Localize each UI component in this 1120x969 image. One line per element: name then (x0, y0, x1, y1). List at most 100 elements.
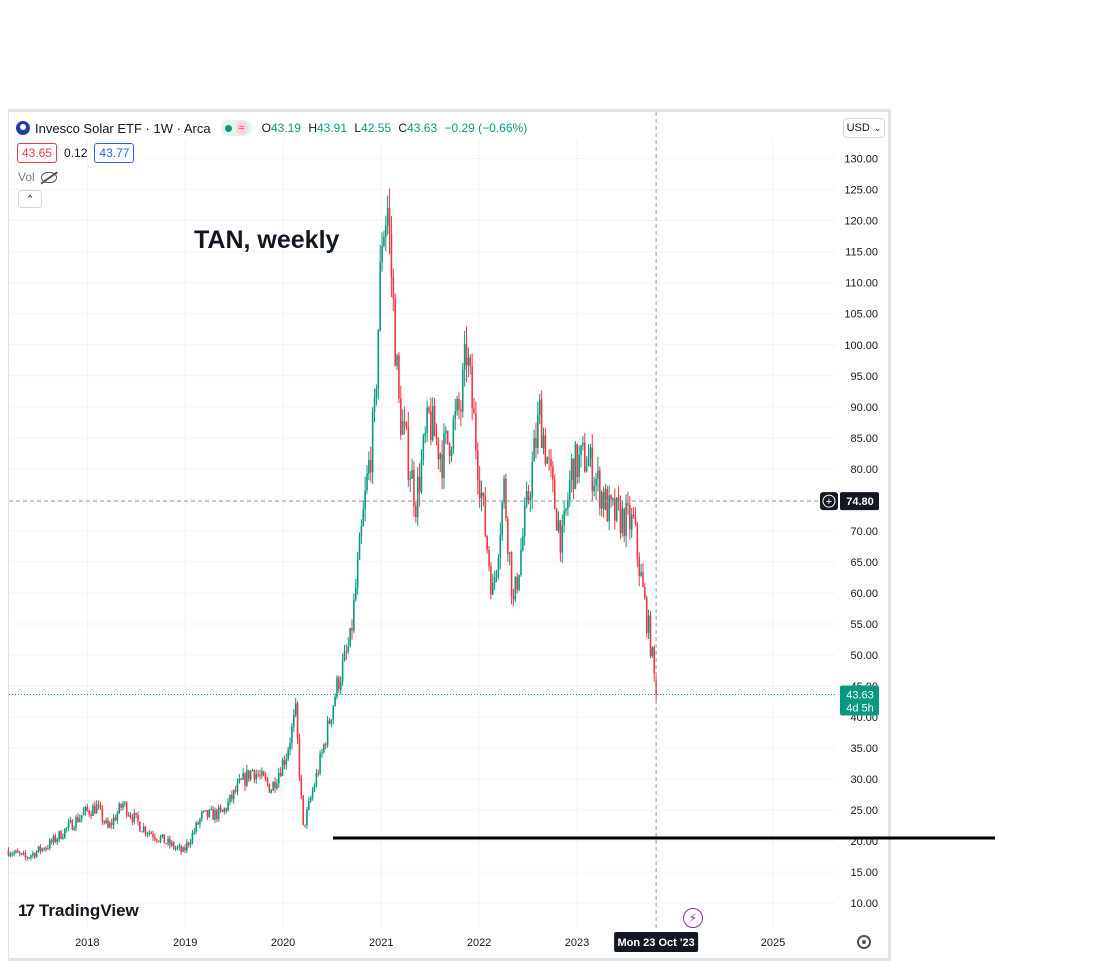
candle-body (538, 399, 541, 416)
bid-price-button[interactable]: 43.65 (17, 143, 58, 163)
candle-body (332, 706, 335, 720)
price-tick-label: 105.00 (844, 309, 878, 321)
candle-body (161, 834, 164, 838)
ask-price-button[interactable]: 43.77 (94, 143, 135, 163)
candle-body (88, 810, 90, 815)
time-axis[interactable]: 2018 2019 2020 2021 2022 2023 2025 (75, 937, 785, 949)
currency-selector[interactable]: USD ⌄ (843, 118, 885, 138)
currency-label: USD (846, 122, 870, 134)
market-status-pill[interactable]: ≈ (220, 120, 252, 136)
candle-body (537, 415, 539, 448)
candle-body (238, 778, 241, 783)
candle-body (572, 458, 575, 490)
time-tick-label: 2021 (369, 937, 393, 949)
candle-body (202, 810, 205, 812)
candle-body (195, 822, 197, 832)
candle-body (246, 770, 248, 786)
candle-body (326, 720, 329, 746)
candle-body (433, 405, 436, 437)
candle-body (522, 536, 524, 551)
candle-body (360, 525, 363, 537)
candle-body (499, 535, 502, 558)
candle-body (369, 459, 372, 473)
close-value: 43.63 (407, 121, 438, 135)
candle-body (255, 774, 258, 780)
candle-body (142, 826, 145, 832)
chart-left-border (0, 109, 9, 961)
candle-body (347, 646, 350, 652)
candle-body (37, 846, 40, 852)
candle-body (448, 443, 451, 457)
candle-body (341, 660, 344, 682)
candle-body (227, 802, 229, 811)
candle-body (52, 835, 55, 843)
candle-body (276, 783, 278, 789)
candle-body (302, 795, 304, 825)
price-axis[interactable]: 10.0015.0020.0025.0030.0035.0040.0045.00… (844, 154, 878, 911)
collapse-legend-button[interactable]: ⌃ (18, 190, 42, 208)
candle-body (420, 459, 423, 492)
candle-body (591, 447, 594, 492)
crosshair (9, 112, 835, 928)
candle-body (409, 478, 411, 480)
candle-body (232, 789, 235, 800)
last-price-label-bg (840, 685, 879, 716)
lightning-icon[interactable]: ⚡ (683, 908, 703, 928)
price-tick-label: 55.00 (850, 619, 878, 631)
candle-body (90, 814, 92, 816)
candle-body (186, 842, 188, 851)
candle-body (20, 853, 23, 855)
candle-body (634, 516, 637, 524)
price-tick-label: 30.00 (850, 774, 878, 786)
candle-body (105, 820, 107, 823)
candle-body (377, 330, 380, 389)
candle-body (242, 773, 244, 780)
candle-body (24, 852, 27, 858)
volume-indicator[interactable]: Vol (18, 170, 57, 184)
open-label: O (261, 121, 271, 135)
candle-body (422, 435, 425, 460)
candle-body (508, 552, 511, 554)
candle-body (424, 432, 427, 436)
candle-body (101, 808, 104, 822)
candle-body (201, 811, 203, 819)
price-tick-label: 125.00 (844, 185, 878, 197)
tradingview-logo[interactable]: 17 TradingView (18, 901, 139, 921)
candle-body (398, 355, 400, 399)
eye-hidden-icon[interactable] (40, 171, 57, 183)
price-tick-label: 70.00 (850, 526, 878, 538)
candle-body (443, 433, 445, 479)
candle-body (576, 444, 579, 478)
candle-body (334, 696, 336, 707)
candle-body (625, 503, 627, 537)
candle-body (169, 838, 171, 846)
candle-body (629, 505, 631, 530)
candle-body (120, 803, 122, 808)
candle-body (578, 454, 580, 478)
candle-body (291, 726, 293, 744)
candle-body (84, 806, 87, 812)
candle-body (221, 809, 224, 812)
price-tick-label: 90.00 (850, 402, 878, 414)
gear-icon[interactable] (857, 935, 871, 949)
price-tick-label: 95.00 (850, 371, 878, 383)
candle-body (30, 855, 32, 858)
candle-body (384, 225, 387, 237)
candle-body (568, 479, 571, 500)
candle-body (193, 831, 196, 833)
price-tick-label: 60.00 (850, 588, 878, 600)
crosshair-price-label: 74.80 (846, 496, 874, 508)
candle-body (570, 458, 573, 480)
candle-body (390, 233, 393, 277)
candle-body (501, 502, 503, 536)
chart-annotation-text[interactable]: TAN, weekly (194, 226, 340, 254)
candle-body (446, 430, 449, 444)
candle-body (116, 813, 119, 821)
candle-body (349, 628, 351, 647)
price-tick-label: 115.00 (845, 247, 878, 259)
candle-body (165, 843, 167, 845)
symbol-title[interactable]: Invesco Solar ETF · 1W · Arca (35, 120, 211, 136)
candle-body (62, 837, 64, 839)
